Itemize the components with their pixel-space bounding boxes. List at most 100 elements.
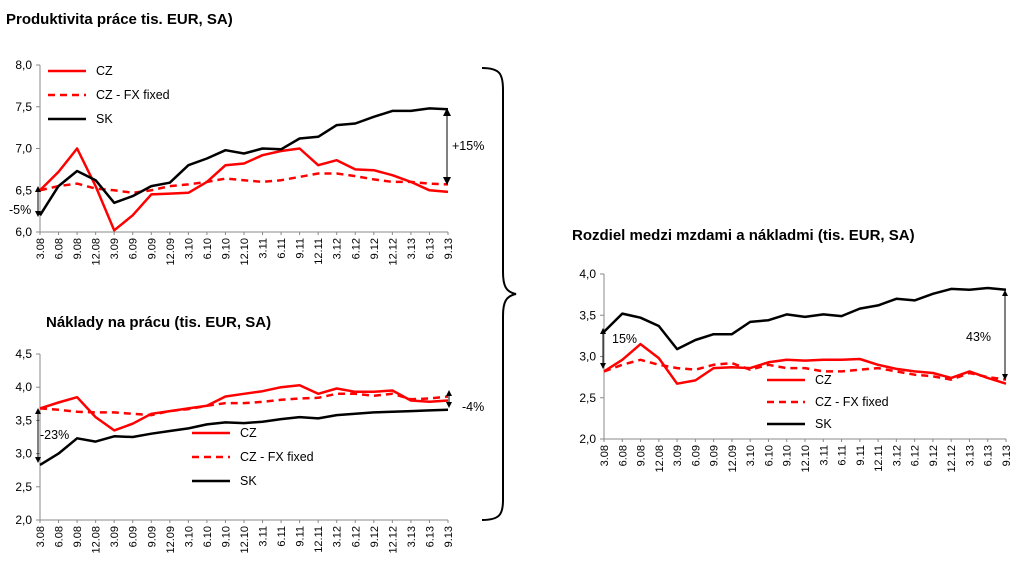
start-gap-label: 15% <box>612 332 637 346</box>
arrow-down-icon <box>35 211 41 217</box>
x-tick-label: 3.13 <box>406 526 418 547</box>
legend-label: CZ - FX fixed <box>96 88 170 102</box>
labor-cost-chart: Náklady na prácu (tis. EUR, SA) 2,0 2,5 3,… <box>15 314 484 554</box>
x-tick-label: 6.10 <box>202 238 214 259</box>
x-tick-label: 9.10 <box>220 238 232 259</box>
x-tick-label: 9.11 <box>295 238 307 259</box>
x-tick-label: 3.08 <box>35 238 47 259</box>
arrow-down-icon <box>600 363 606 369</box>
labor-cost-start-gap-annotation: -23% <box>35 408 69 463</box>
labor-cost-chart-title: Náklady na prácu (tis. EUR, SA) <box>46 314 271 331</box>
series-line-cz-fx-fixed <box>603 358 1007 381</box>
x-tick-label: 12.10 <box>800 445 812 473</box>
x-tick-label: 9.11 <box>855 445 867 466</box>
arrow-up-icon <box>446 390 452 396</box>
x-tick-label: 12.10 <box>239 238 251 266</box>
end-gap-label: -4% <box>462 400 484 414</box>
arrow-down-icon <box>1002 374 1008 380</box>
start-gap-label: -23% <box>40 428 69 442</box>
arrow-up-icon <box>600 328 606 334</box>
x-tick-label: 12.08 <box>91 526 103 554</box>
x-tick-label: 3.09 <box>672 445 684 466</box>
arrow-up-icon <box>35 408 41 414</box>
x-tick-label: 6.11 <box>276 238 288 259</box>
x-tick-label: 9.10 <box>220 526 232 547</box>
y-tick-label: 2,5 <box>15 480 32 494</box>
x-tick-label: 3.13 <box>406 238 418 259</box>
legend-label: CZ - FX fixed <box>815 395 889 409</box>
legend-label: SK <box>815 417 832 431</box>
series-line-cz-fx-fixed <box>39 172 449 195</box>
x-tick-label: 6.12 <box>910 445 922 466</box>
x-tick-label: 9.12 <box>369 238 381 259</box>
x-tick-label: 6.09 <box>690 445 702 466</box>
y-tick-label: 3,5 <box>579 308 596 322</box>
x-tick-label: 3.09 <box>109 526 121 547</box>
x-tick-label: 12.08 <box>91 238 103 266</box>
x-tick-label: 12.09 <box>165 526 177 554</box>
x-tick-label: 6.09 <box>128 238 140 259</box>
series-line-cz <box>603 342 1007 385</box>
x-tick-label: 9.12 <box>369 526 381 547</box>
y-tick-label: 2,0 <box>579 432 596 446</box>
y-tick-label: 2,5 <box>579 391 596 405</box>
wage-gap-end-annotation: 43% <box>966 290 1008 380</box>
x-tick-label: 3.11 <box>818 445 830 466</box>
x-tick-label: 9.13 <box>443 526 455 547</box>
x-tick-label: 9.12 <box>928 445 940 466</box>
x-tick-label: 6.08 <box>617 445 629 466</box>
x-tick-label: 12.12 <box>946 445 958 473</box>
x-tick-label: 6.10 <box>763 445 775 466</box>
arrow-down-icon <box>446 402 452 408</box>
productivity-gap-annotation: +15% <box>443 108 484 185</box>
productivity-start-gap-annotation: -5% <box>9 186 41 217</box>
curly-brace-icon <box>481 67 517 521</box>
wage-cost-gap-chart-title: Rozdiel medzi mzdami a nákladmi (tis. EU… <box>572 227 915 244</box>
x-tick-label: 9.09 <box>709 445 721 466</box>
x-tick-label: 6.08 <box>54 238 66 259</box>
x-tick-label: 3.09 <box>109 238 121 259</box>
x-tick-label: 6.13 <box>983 445 995 466</box>
wage-cost-gap-chart: Rozdiel medzi mzdami a nákladmi (tis. EU… <box>572 227 1013 473</box>
x-tick-label: 9.08 <box>72 526 84 547</box>
x-tick-label: 3.10 <box>183 526 195 547</box>
x-tick-label: 3.08 <box>35 526 47 547</box>
gap-label-sk: +15% <box>452 139 484 153</box>
x-tick-label: 3.12 <box>332 526 344 547</box>
x-tick-label: 9.13 <box>1001 445 1013 466</box>
x-tick-label: 6.13 <box>424 238 436 259</box>
x-tick-label: 9.11 <box>295 526 307 547</box>
x-tick-label: 3.11 <box>258 238 270 259</box>
legend-label: CZ <box>815 373 832 387</box>
x-tick-label: 6.11 <box>837 445 849 466</box>
x-tick-label: 9.10 <box>782 445 794 466</box>
x-tick-label: 12.09 <box>165 238 177 266</box>
x-tick-label: 3.11 <box>258 526 270 547</box>
x-tick-label: 12.08 <box>654 445 666 473</box>
x-tick-label: 6.12 <box>350 238 362 259</box>
legend-label: CZ <box>96 64 113 78</box>
series-line-cz <box>39 383 449 432</box>
x-tick-label: 6.09 <box>128 526 140 547</box>
x-tick-label: 12.11 <box>313 526 325 553</box>
legend-label: CZ <box>240 426 257 440</box>
x-tick-label: 6.08 <box>54 526 66 547</box>
legend-label: CZ - FX fixed <box>240 450 314 464</box>
labor-cost-end-gap-annotation: -4% <box>446 390 484 414</box>
x-tick-label: 3.12 <box>332 238 344 259</box>
series-line-sk <box>39 408 449 466</box>
x-tick-label: 9.13 <box>443 238 455 259</box>
series-line-cz-fx-fixed <box>39 392 449 417</box>
y-tick-label: 4,0 <box>15 380 32 394</box>
y-tick-label: 7,5 <box>15 100 32 114</box>
arrow-up-icon <box>1002 290 1008 296</box>
y-tick-label: 3,5 <box>15 413 32 427</box>
y-tick-label: 6,0 <box>15 225 32 239</box>
x-tick-label: 12.12 <box>387 238 399 266</box>
productivity-chart: Produktivita práce tis. EUR, SA) 6,0 6,5 7… <box>6 11 484 266</box>
x-tick-label: 6.12 <box>350 526 362 547</box>
x-tick-label: 9.09 <box>146 526 158 547</box>
x-tick-label: 3.12 <box>891 445 903 466</box>
x-tick-label: 3.10 <box>183 238 195 259</box>
